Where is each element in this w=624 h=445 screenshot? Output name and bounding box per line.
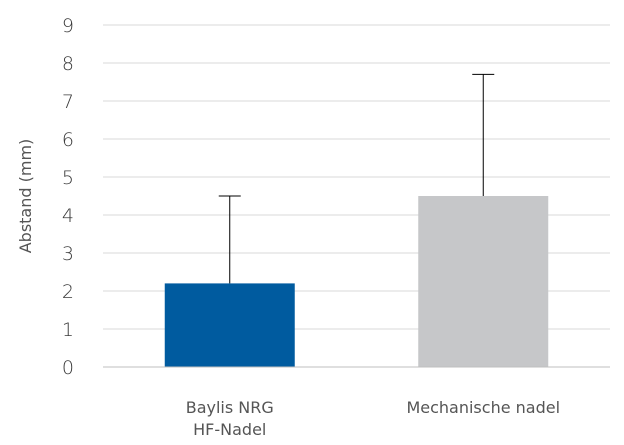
y-tick-label-4: 4 (62, 205, 74, 227)
x-category-label-0-0: Baylis NRG (186, 398, 274, 417)
y-tick-label-5: 5 (62, 167, 74, 189)
y-tick-label-8: 8 (62, 53, 74, 75)
y-tick-label-9: 9 (62, 15, 74, 37)
bars (164, 196, 549, 367)
x-category-label-1-0: Mechanische nadel (406, 398, 560, 417)
y-axis-title: Abstand (mm) (16, 139, 35, 254)
y-tick-label-3: 3 (62, 243, 74, 265)
x-category-label-0-1: HF-Nadel (193, 420, 266, 439)
bar-0 (164, 283, 295, 367)
x-category-labels: Baylis NRG HF-Nadel Mechanische nadel (186, 398, 560, 439)
y-tick-label-7: 7 (62, 91, 74, 113)
y-tick-label-0: 0 (62, 357, 74, 379)
y-tick-label-2: 2 (62, 281, 74, 303)
error-bars (218, 73, 495, 284)
y-tick-label-6: 6 (62, 129, 74, 151)
y-tick-labels: 0 1 2 3 4 5 6 7 8 9 (62, 15, 74, 379)
y-tick-label-1: 1 (62, 319, 74, 341)
bar-1 (418, 196, 549, 367)
